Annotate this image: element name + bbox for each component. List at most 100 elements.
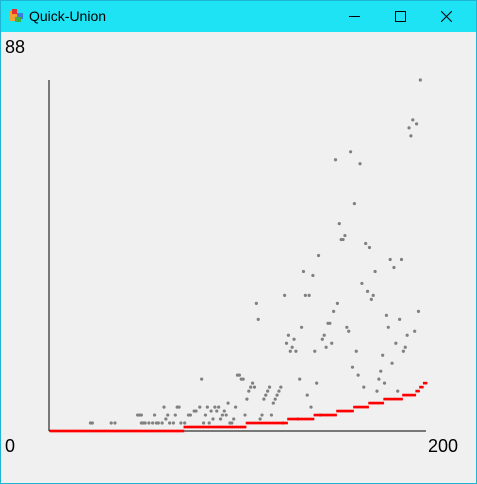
cost-point <box>360 281 364 286</box>
average-point <box>266 421 270 425</box>
cost-point <box>160 421 164 425</box>
average-point <box>153 429 156 433</box>
average-point <box>279 421 283 425</box>
cost-point <box>307 293 311 297</box>
average-point <box>211 425 215 429</box>
cost-point <box>230 421 234 425</box>
average-point <box>224 425 228 429</box>
average-point <box>181 429 185 433</box>
average-point <box>83 429 87 433</box>
average-point <box>66 429 70 433</box>
cost-point <box>358 162 362 166</box>
cost-point <box>273 397 277 401</box>
average-point <box>94 429 98 433</box>
average-point <box>294 417 298 421</box>
average-point <box>392 397 396 401</box>
average-point <box>106 429 109 433</box>
average-point <box>151 429 155 433</box>
cost-point <box>350 365 355 369</box>
average-point <box>142 429 145 433</box>
cost-point <box>399 257 404 262</box>
average-point <box>317 413 320 417</box>
average-point <box>111 429 115 433</box>
average-point <box>362 405 366 409</box>
x-max-label: 200 <box>428 436 459 456</box>
cost-point <box>283 293 287 297</box>
cost-point <box>241 377 245 381</box>
cost-point <box>369 297 373 301</box>
average-point <box>238 425 241 429</box>
average-point <box>347 409 351 413</box>
average-point <box>274 421 277 425</box>
average-point <box>422 381 426 385</box>
average-point <box>324 413 328 417</box>
average-point <box>183 425 187 429</box>
cost-point <box>218 417 223 421</box>
average-point <box>249 421 253 425</box>
cost-point <box>345 325 349 329</box>
cost-point <box>279 385 283 389</box>
average-point <box>421 385 424 389</box>
close-button[interactable] <box>423 1 469 32</box>
cost-point <box>349 150 353 154</box>
cost-point <box>203 413 208 417</box>
cost-point <box>384 313 389 317</box>
cost-point <box>364 241 368 246</box>
cost-point <box>252 385 257 389</box>
minimize-button[interactable] <box>331 1 377 32</box>
average-point <box>343 409 347 413</box>
cost-point <box>303 293 307 297</box>
average-point <box>296 417 300 421</box>
cost-point <box>171 421 176 425</box>
average-point <box>300 417 303 421</box>
average-point <box>209 425 213 429</box>
average-point <box>360 405 364 409</box>
average-point <box>243 425 247 429</box>
title-bar[interactable]: Quick-Union <box>1 1 476 32</box>
cost-point <box>232 417 236 421</box>
cost-point <box>292 337 296 341</box>
cost-point <box>322 333 326 337</box>
average-point <box>383 397 386 401</box>
average-point <box>175 429 179 433</box>
cost-point <box>392 265 396 270</box>
average-point <box>315 413 319 417</box>
average-point <box>72 429 75 433</box>
cost-point <box>388 257 392 262</box>
average-point <box>388 397 392 401</box>
average-point <box>241 425 245 429</box>
cost-point <box>201 421 206 425</box>
average-point <box>117 429 121 433</box>
cost-point <box>260 413 264 417</box>
average-point <box>400 397 403 401</box>
cost-point <box>299 325 304 329</box>
average-point <box>168 429 172 433</box>
average-point <box>356 405 360 409</box>
average-point <box>262 421 266 425</box>
average-point <box>134 429 138 433</box>
average-point <box>411 393 415 397</box>
average-point <box>121 429 124 433</box>
average-point <box>138 429 141 433</box>
cost-point <box>254 301 258 305</box>
cost-point <box>250 381 255 385</box>
average-point <box>236 425 239 429</box>
average-point <box>255 421 258 425</box>
average-point <box>272 421 275 425</box>
cost-point <box>381 353 385 357</box>
average-point <box>159 429 162 433</box>
average-point <box>89 429 92 433</box>
cost-point <box>373 269 377 274</box>
average-point <box>372 401 375 405</box>
average-point <box>355 405 358 409</box>
maximize-button[interactable] <box>377 1 423 32</box>
cost-point <box>320 337 324 341</box>
cost-point <box>113 421 117 425</box>
average-point <box>311 417 315 421</box>
average-point <box>349 409 352 413</box>
cost-point <box>224 413 228 417</box>
cost-point <box>379 369 383 373</box>
average-point <box>321 413 324 417</box>
average-point <box>115 429 119 433</box>
